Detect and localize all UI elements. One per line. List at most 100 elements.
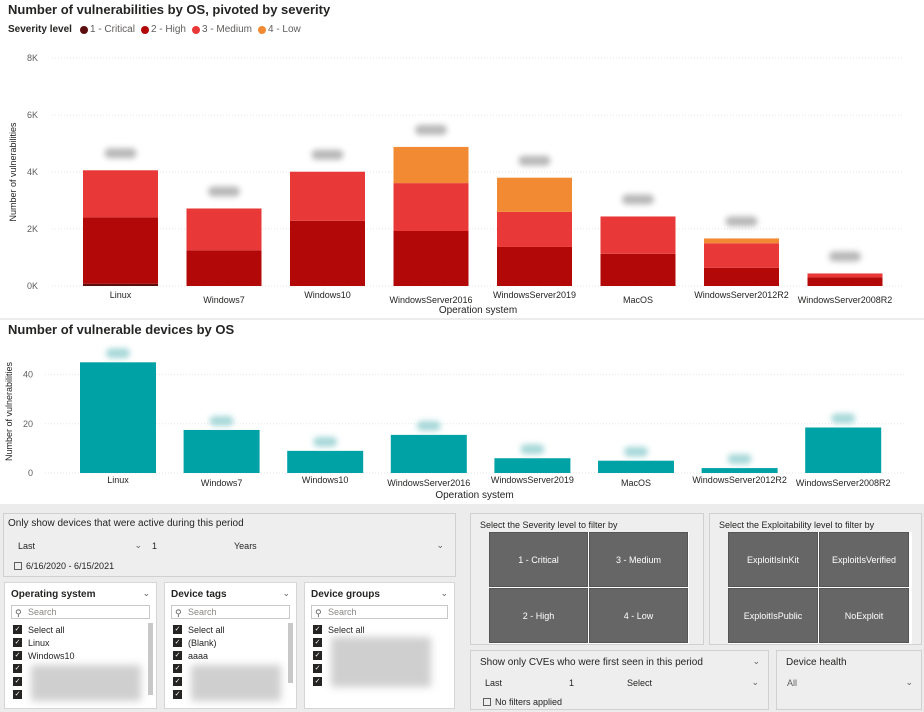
severity-tile-critical[interactable]: 1 - Critical <box>489 532 588 587</box>
severity-filter: Select the Severity level to filter by 1… <box>470 513 704 645</box>
chevron-down-icon[interactable]: ⌄ <box>142 588 150 598</box>
list-item[interactable]: ✓ <box>173 675 225 688</box>
x-tick-label: WindowsServer2008R2 <box>796 478 891 488</box>
checkbox[interactable]: ✓ <box>313 677 322 686</box>
legend-item-high[interactable]: 2 - High <box>140 24 186 35</box>
redacted-data-label <box>104 148 137 159</box>
legend-item-low[interactable]: 4 - Low <box>257 24 301 35</box>
bar-segment <box>704 243 779 268</box>
list-item[interactable]: ✓ Select all <box>313 623 365 636</box>
x-tick-label: Linux <box>107 475 129 485</box>
checkbox[interactable]: ✓ <box>173 638 182 647</box>
cve-unit-dropdown[interactable]: Last <box>483 677 563 691</box>
checkbox[interactable]: ✓ <box>13 677 22 686</box>
checkbox[interactable]: ✓ <box>313 664 322 673</box>
period-range-dropdown[interactable]: Years ⌄ <box>232 540 446 554</box>
tags-list: ✓ Select all ✓ (Blank) ✓ aaaa ✓ ✓ ✓ <box>173 623 225 701</box>
period-number-input[interactable]: 1 <box>150 540 226 554</box>
checkbox[interactable]: ✓ <box>13 651 22 660</box>
chevron-down-icon[interactable]: ⌄ <box>440 588 448 598</box>
bar-segment <box>186 250 262 286</box>
checkbox[interactable]: ✓ <box>313 638 322 647</box>
list-item[interactable]: ✓ Linux <box>13 636 75 649</box>
list-item[interactable]: ✓ <box>173 662 225 675</box>
redacted-items <box>191 665 281 701</box>
severity-legend: Severity level 1 - Critical 2 - High 3 -… <box>8 24 303 35</box>
list-item[interactable]: ✓ (Blank) <box>173 636 225 649</box>
list-item-label: Select all <box>328 624 365 635</box>
list-item[interactable]: ✓ aaaa <box>173 649 225 662</box>
period-unit-dropdown[interactable]: Last ⌄ <box>16 540 144 554</box>
checkbox[interactable]: ✓ <box>313 625 322 634</box>
checkbox[interactable]: ✓ <box>313 651 322 660</box>
cve-unit-value: Last <box>485 678 503 688</box>
redacted-data-label <box>313 436 338 447</box>
list-item[interactable]: ✓ <box>13 662 75 675</box>
search-icon: ⚲ <box>315 608 322 618</box>
checkbox[interactable]: ✓ <box>13 690 22 699</box>
os-search-input[interactable]: ⚲ Search <box>11 605 150 619</box>
period-unit-value: Last <box>18 541 36 551</box>
list-item[interactable]: ✓ <box>313 636 365 649</box>
device-health-dropdown[interactable]: All ⌄ <box>785 677 915 691</box>
severity-tile-high[interactable]: 2 - High <box>489 588 588 643</box>
checkbox[interactable]: ✓ <box>173 677 182 686</box>
device-health-filter: Device health All ⌄ <box>776 650 922 710</box>
chevron-down-icon[interactable]: ⌄ <box>752 656 760 666</box>
search-placeholder: Search <box>188 607 217 617</box>
chart2-title: Number of vulnerable devices by OS <box>8 322 235 337</box>
legend-item-medium[interactable]: 3 - Medium <box>191 24 252 35</box>
exploit-tile-verified[interactable]: ExploitIsVerified <box>819 532 909 587</box>
list-item[interactable]: ✓ <box>173 688 225 701</box>
search-icon: ⚲ <box>15 608 22 618</box>
checkbox[interactable]: ✓ <box>13 664 22 673</box>
groups-search-input[interactable]: ⚲ Search <box>311 605 448 619</box>
redacted-data-label <box>106 348 130 359</box>
bar-segment <box>600 253 676 286</box>
bar-segment <box>393 230 469 286</box>
severity-tile-medium[interactable]: 3 - Medium <box>589 532 688 587</box>
checkbox[interactable]: ✓ <box>13 625 22 634</box>
list-item[interactable]: ✓ <box>313 662 365 675</box>
list-item-label: Select all <box>188 624 225 635</box>
chevron-down-icon[interactable]: ⌄ <box>282 588 290 598</box>
checkbox[interactable]: ✓ <box>173 625 182 634</box>
checkbox[interactable]: ✓ <box>13 638 22 647</box>
cve-number-input[interactable]: 1 <box>567 677 617 691</box>
exploit-tile-in-kit[interactable]: ExploitIsInKit <box>728 532 818 587</box>
exploit-tile-none[interactable]: NoExploit <box>819 588 909 643</box>
tags-scrollbar[interactable] <box>288 623 293 683</box>
exploit-tile-public[interactable]: ExploitIsPublic <box>728 588 818 643</box>
cve-range-dropdown[interactable]: Select ⌄ <box>625 677 761 691</box>
list-item-label: aaaa <box>188 650 209 661</box>
exploitability-filter-title: Select the Exploitability level to filte… <box>719 520 875 530</box>
legend-label: 3 - Medium <box>201 24 252 35</box>
legend-item-critical[interactable]: 1 - Critical <box>79 24 135 35</box>
bar-segment <box>807 273 883 278</box>
list-item[interactable]: ✓ Windows10 <box>13 649 75 662</box>
list-item[interactable]: ✓ Select all <box>173 623 225 636</box>
y-tick-label: 0 <box>28 468 33 478</box>
legend-label: 2 - High <box>150 24 186 35</box>
bar-segment <box>497 177 572 212</box>
device-tags-slicer: Device tags ⌄ ⚲ Search ✓ Select all ✓ (Blan… <box>164 582 297 709</box>
x-tick-label: Windows7 <box>201 478 243 488</box>
redacted-data-label <box>311 149 344 160</box>
checkbox[interactable]: ✓ <box>173 690 182 699</box>
period-date-range: 6/16/2020 - 6/15/2021 <box>26 561 115 571</box>
list-item[interactable]: ✓ <box>313 675 365 688</box>
redacted-data-label <box>829 251 861 262</box>
cve-range-value: Select <box>627 678 653 688</box>
list-item[interactable]: ✓ Select all <box>13 623 75 636</box>
checkbox[interactable]: ✓ <box>173 651 182 660</box>
bar-segment <box>83 217 158 284</box>
list-item[interactable]: ✓ <box>13 688 75 701</box>
os-scrollbar[interactable] <box>148 623 153 695</box>
checkbox[interactable]: ✓ <box>173 664 182 673</box>
list-item[interactable]: ✓ <box>13 675 75 688</box>
list-item[interactable]: ✓ <box>313 649 365 662</box>
tags-search-input[interactable]: ⚲ Search <box>171 605 290 619</box>
x-axis-label: Operation system <box>435 490 513 501</box>
severity-tile-low[interactable]: 4 - Low <box>589 588 688 643</box>
device-health-value: All <box>787 678 798 688</box>
